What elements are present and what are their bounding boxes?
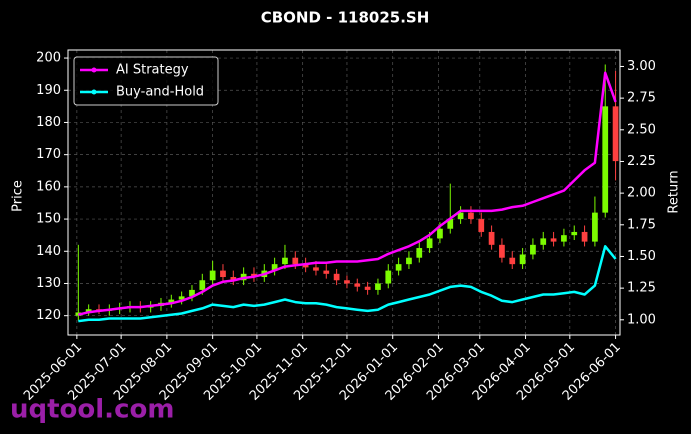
candle-body: [271, 264, 278, 271]
candle-body: [323, 270, 330, 274]
y-tick-label: 180: [36, 115, 61, 130]
watermark: uqtool.com: [10, 395, 174, 425]
candle-body: [375, 283, 381, 290]
candle-body: [406, 257, 412, 265]
series-line: [78, 245, 617, 323]
y-tick-label: 150: [36, 212, 61, 227]
y2-tick-label: 3.00: [627, 59, 656, 74]
y2-tick-label: 1.25: [627, 281, 656, 296]
candle-body: [426, 238, 433, 249]
candle-body: [220, 270, 226, 278]
legend-label: AI Strategy: [116, 63, 189, 78]
y2-tick-label: 1.50: [627, 249, 656, 264]
legend-marker: [91, 67, 97, 73]
candle-body: [571, 231, 578, 236]
candle-body: [282, 257, 288, 265]
candle-body: [364, 286, 371, 290]
legend-box: [73, 56, 219, 106]
y-tick-label: 200: [36, 51, 61, 66]
candle-body: [385, 270, 392, 284]
candle-body: [85, 309, 92, 313]
candle-body: [168, 299, 175, 303]
y-tick-label: 140: [36, 244, 61, 259]
plot-frame: [67, 49, 621, 336]
candle-body: [540, 238, 547, 245]
y-tick-label: 120: [36, 308, 61, 323]
candle-body: [550, 238, 557, 242]
candle-body: [581, 231, 588, 242]
candle-body: [468, 212, 474, 220]
candle-body: [612, 106, 619, 162]
legend-label: Buy-and-Hold: [116, 85, 204, 100]
y-tick-label: 190: [36, 83, 61, 98]
candle-body: [488, 231, 495, 245]
candle-body: [230, 277, 237, 281]
candle-body: [292, 257, 299, 265]
candle-body: [354, 283, 361, 287]
candle-body: [313, 267, 319, 271]
candle-body: [509, 257, 516, 265]
candle-body: [457, 212, 464, 220]
candle-body: [447, 219, 454, 229]
candle-body: [478, 219, 485, 232]
legend-marker: [91, 89, 97, 95]
y2-tick-label: 2.00: [627, 186, 656, 201]
candle-body: [592, 212, 598, 242]
series-line: [78, 71, 617, 316]
candle-body: [395, 264, 402, 271]
candle-body: [561, 235, 567, 242]
y-tick-label: 130: [36, 276, 61, 291]
candle-body: [302, 264, 309, 268]
y2-tick-label: 1.75: [627, 217, 656, 232]
candle-body: [333, 273, 340, 281]
y2-axis-label: Return: [667, 170, 682, 213]
candle-body: [437, 228, 443, 239]
chart-title: CBOND - 118025.SH: [261, 9, 430, 27]
y2-tick-label: 2.25: [627, 154, 656, 169]
candle-body: [199, 280, 206, 290]
y-tick-label: 170: [36, 147, 61, 162]
candle-body: [499, 244, 505, 258]
y2-tick-label: 1.00: [627, 312, 656, 327]
candle-body: [530, 244, 536, 255]
y2-tick-label: 2.50: [627, 122, 656, 137]
candle-body: [189, 289, 195, 297]
candle-body: [416, 248, 423, 258]
candle-body: [178, 296, 185, 300]
candle-body: [344, 280, 350, 284]
candle-body: [519, 254, 526, 265]
candle-body: [602, 106, 609, 213]
y-tick-label: 160: [36, 179, 61, 194]
candle-body: [209, 270, 216, 281]
y2-tick-label: 2.75: [627, 91, 656, 106]
y-axis-label: Price: [11, 180, 26, 212]
